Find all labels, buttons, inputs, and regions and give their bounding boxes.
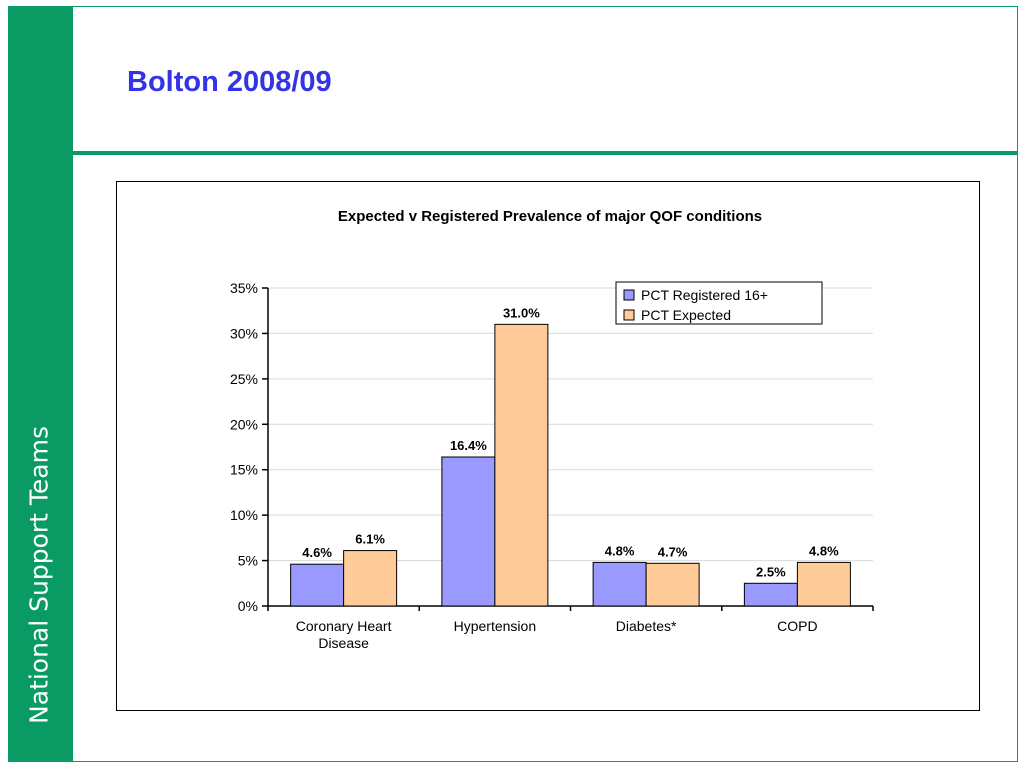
bar-expected [343, 550, 398, 607]
x-tick-label: Diabetes* [616, 618, 677, 634]
bar-chart: Expected v Registered Prevalence of majo… [230, 208, 874, 651]
sidebar-label: National Support Teams [24, 426, 54, 724]
bar-registered [290, 563, 345, 607]
legend-swatch [623, 289, 635, 301]
y-tick-label: 5% [238, 553, 258, 569]
y-tick-label: 25% [230, 371, 258, 387]
data-label: 4.8% [809, 543, 839, 558]
y-tick-label: 0% [238, 598, 258, 614]
bar-registered [592, 561, 647, 607]
bar-registered [441, 456, 496, 607]
x-tick-label: COPD [777, 618, 817, 634]
data-label: 4.8% [605, 543, 635, 558]
bar-expected [796, 561, 851, 607]
data-label: 16.4% [450, 438, 487, 453]
data-label: 2.5% [756, 564, 786, 579]
sidebar [8, 6, 73, 762]
data-label: 4.6% [302, 545, 332, 560]
x-tick-label: Hypertension [454, 618, 537, 634]
y-tick-label: 35% [230, 280, 258, 296]
x-tick-label: Disease [318, 635, 369, 651]
bar-registered [743, 582, 798, 607]
y-tick-label: 15% [230, 462, 258, 478]
header-divider [73, 151, 1018, 155]
chart-title: Expected v Registered Prevalence of majo… [338, 208, 762, 225]
legend-swatch [623, 309, 635, 321]
legend-box [615, 281, 823, 325]
slide-title: Bolton 2008/09 [127, 66, 332, 98]
x-tick-label: Coronary Heart [296, 618, 392, 634]
data-label: 6.1% [355, 532, 385, 547]
legend-entry: PCT Registered 16+ [641, 287, 768, 303]
y-tick-label: 30% [230, 325, 258, 341]
bar-expected [494, 323, 549, 607]
bar-expected [645, 562, 700, 607]
y-tick-label: 20% [230, 416, 258, 432]
data-label: 31.0% [503, 305, 540, 320]
data-label: 4.7% [658, 544, 688, 559]
y-tick-label: 10% [230, 507, 258, 523]
legend-entry: PCT Expected [641, 307, 731, 323]
chart-container: Expected v Registered Prevalence of majo… [116, 181, 980, 711]
